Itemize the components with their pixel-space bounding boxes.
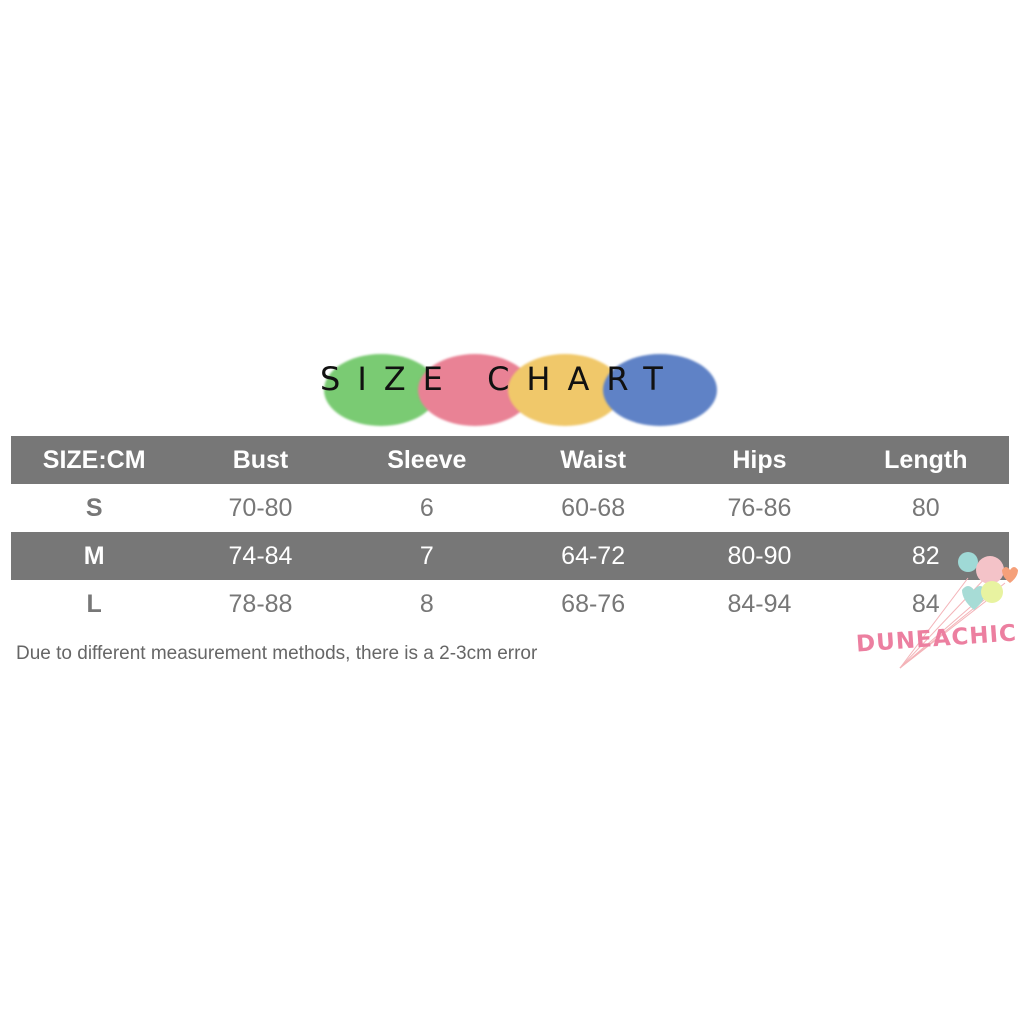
header-bust: Bust [177,436,344,484]
cell: 78-88 [177,580,344,628]
cell: 60-68 [509,484,677,532]
cell: S [11,484,178,532]
cell: 68-76 [509,580,677,628]
cell: 64-72 [509,532,677,580]
table-row: L 78-88 8 68-76 84-94 84 [11,580,1009,628]
blue-circle [603,354,717,426]
size-chart-title: SIZE CHART [318,350,728,430]
table-row: M 74-84 7 64-72 80-90 82 [11,532,1009,580]
cell: 8 [343,580,510,628]
cell: 80 [842,484,1009,532]
cell: L [11,580,178,628]
cell: 7 [343,532,510,580]
cell: M [11,532,178,580]
brand-logo: DUNEACHIC [850,548,1020,678]
title-text: SIZE CHART [320,360,680,398]
header-size: SIZE:CM [11,436,178,484]
header-length: Length [842,436,1009,484]
cell: 84-94 [676,580,843,628]
table-row: S 70-80 6 60-68 76-86 80 [11,484,1009,532]
balloons-icon [899,552,1018,669]
header-row: SIZE:CM Bust Sleeve Waist Hips Length [11,436,1009,484]
cell: 80-90 [676,532,843,580]
measurement-note: Due to different measurement methods, th… [16,643,538,664]
header-waist: Waist [509,436,677,484]
header-hips: Hips [676,436,843,484]
size-table: SIZE:CM Bust Sleeve Waist Hips Length S … [11,436,1009,628]
cell: 70-80 [177,484,344,532]
cell: 76-86 [676,484,843,532]
cell: 6 [343,484,510,532]
header-sleeve: Sleeve [343,436,510,484]
cell: 74-84 [177,532,344,580]
